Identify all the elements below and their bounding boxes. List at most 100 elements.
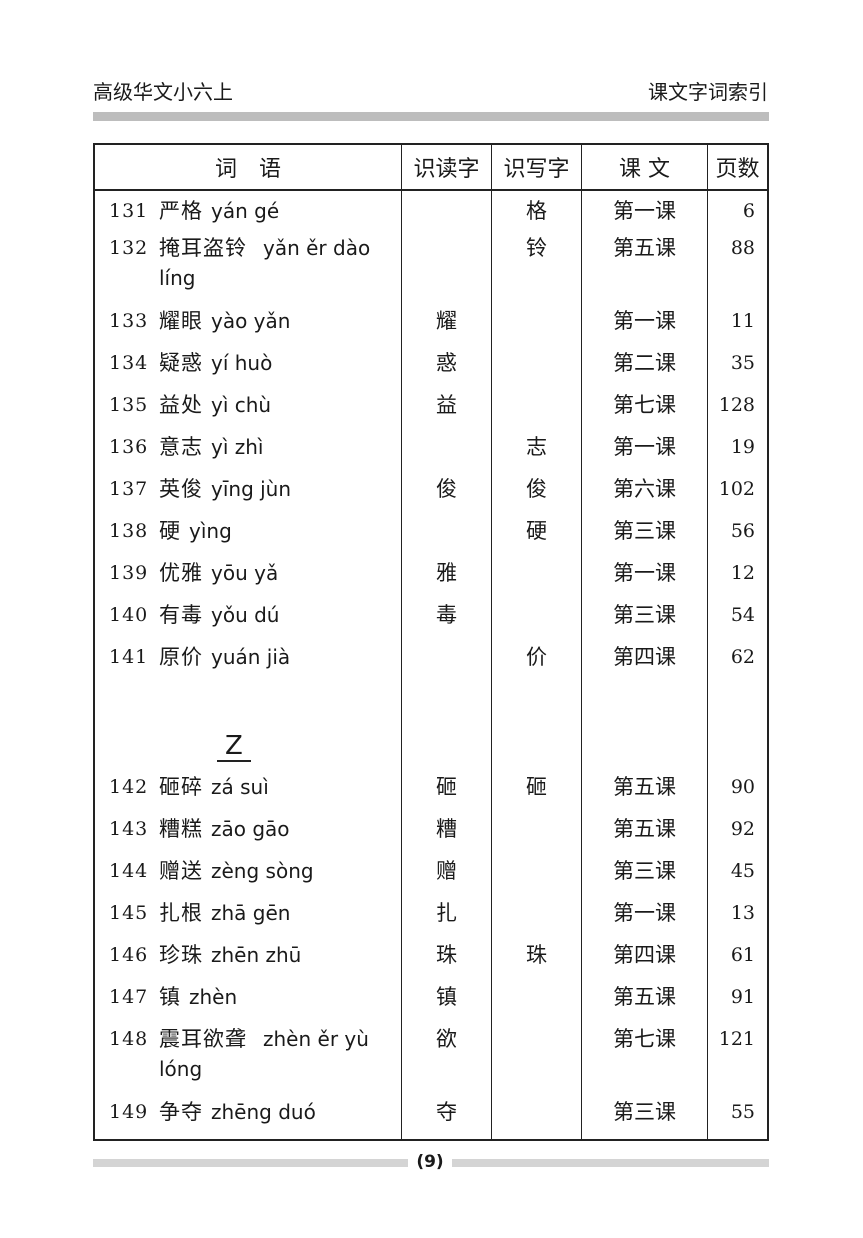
lesson-cell: 第五课 — [581, 814, 708, 856]
read-char-cell: 糟 — [401, 814, 492, 856]
entry-number: 141 — [109, 646, 149, 668]
pinyin: zá suì — [211, 775, 269, 799]
pinyin: zhēn zhū — [211, 943, 302, 967]
section-title: 课文字词索引 — [648, 80, 768, 104]
lesson-cell: 第一课 — [581, 432, 708, 474]
word-cell: 148 震耳欲聋 zhèn ěr yù lóng — [93, 1024, 402, 1097]
pinyin: yì chù — [211, 393, 272, 417]
pinyin: yì zhì — [211, 435, 264, 459]
page-cell: 128 — [707, 390, 769, 432]
read-char-cell: 赠 — [401, 856, 492, 898]
word-cell: 143 糟糕 zāo gāo — [93, 814, 402, 856]
entry-number: 148 — [109, 1028, 149, 1050]
table-row: 149 争夺 zhēng duó 夺 第三课 55 — [93, 1097, 769, 1140]
write-char-cell: 格 — [491, 190, 582, 233]
write-char-cell — [491, 814, 582, 856]
column-header-page: 页数 — [707, 143, 769, 191]
read-char-cell: 益 — [401, 390, 492, 432]
pinyin: yǒu dú — [211, 603, 280, 627]
table-row: 139 优雅 yōu yǎ 雅 第一课 12 — [93, 558, 769, 600]
word-cell: 132 掩耳盗铃 yǎn ěr dào líng — [93, 233, 402, 306]
write-char-cell: 砸 — [491, 772, 582, 814]
read-char-cell: 俊 — [401, 474, 492, 516]
word-cell: 147 镇 zhèn — [93, 982, 402, 1024]
write-char-cell — [491, 348, 582, 390]
page-cell: 56 — [707, 516, 769, 558]
pinyin: zhā gēn — [211, 901, 291, 925]
section-letter: Z — [217, 732, 251, 762]
spacer-row — [93, 684, 769, 728]
read-char-cell — [401, 642, 492, 684]
write-char-cell: 珠 — [491, 940, 582, 982]
table-row: 141 原价 yuán jià 价第四课 62 — [93, 642, 769, 684]
table-row: 134 疑惑 yí huò 惑 第二课 35 — [93, 348, 769, 390]
write-char-cell — [491, 982, 582, 1024]
table-row: 142 砸碎 zá suì 砸砸第五课 90 — [93, 772, 769, 814]
entry-number: 139 — [109, 562, 149, 584]
page-cell: 90 — [707, 772, 769, 814]
entry-number: 137 — [109, 478, 149, 500]
table-row: 145 扎根 zhā gēn 扎 第一课 13 — [93, 898, 769, 940]
entry-number: 146 — [109, 944, 149, 966]
read-char-cell: 珠 — [401, 940, 492, 982]
chinese-word: 争夺 — [159, 1100, 203, 1124]
word-cell: 140 有毒 yǒu dú — [93, 600, 402, 642]
word-cell: 135 益处 yì chù — [93, 390, 402, 432]
chinese-word: 糟糕 — [159, 817, 203, 841]
table-header-row: 词 语 识读字 识写字 课 文 页数 — [93, 143, 769, 191]
entry-number: 136 — [109, 436, 149, 458]
write-char-cell — [491, 558, 582, 600]
pinyin: zhēng duó — [211, 1100, 316, 1124]
column-header-read: 识读字 — [401, 143, 492, 191]
read-char-cell: 扎 — [401, 898, 492, 940]
table-row: 135 益处 yì chù 益 第七课 128 — [93, 390, 769, 432]
table-row: 148 震耳欲聋 zhèn ěr yù lóng 欲 第七课 121 — [93, 1024, 769, 1097]
entry-number: 144 — [109, 860, 149, 882]
pinyin: yào yǎn — [211, 309, 291, 333]
page-cell: 62 — [707, 642, 769, 684]
pinyin: zhèn ěr yù lóng — [159, 1027, 369, 1081]
chinese-word: 扎根 — [159, 901, 203, 925]
word-cell: 131 严格 yán gé — [93, 190, 402, 233]
section-letter-row: Z — [93, 728, 769, 772]
lesson-cell: 第三课 — [581, 600, 708, 642]
pinyin: yìng — [189, 519, 232, 543]
lesson-cell: 第一课 — [581, 190, 708, 233]
read-char-cell: 雅 — [401, 558, 492, 600]
page-cell: 11 — [707, 306, 769, 348]
lesson-cell: 第一课 — [581, 558, 708, 600]
lesson-cell: 第七课 — [581, 390, 708, 432]
lesson-cell: 第一课 — [581, 898, 708, 940]
pinyin: yán gé — [211, 199, 280, 223]
chinese-word: 原价 — [159, 645, 203, 669]
lesson-cell: 第四课 — [581, 642, 708, 684]
lesson-cell: 第四课 — [581, 940, 708, 982]
column-header-lesson: 课 文 — [581, 143, 708, 191]
word-cell: 139 优雅 yōu yǎ — [93, 558, 402, 600]
lesson-cell: 第七课 — [581, 1024, 708, 1097]
read-char-cell: 毒 — [401, 600, 492, 642]
header-divider — [93, 112, 769, 121]
lesson-cell: 第三课 — [581, 1097, 708, 1140]
word-cell: 142 砸碎 zá suì — [93, 772, 402, 814]
chinese-word: 疑惑 — [159, 351, 203, 375]
pinyin: zāo gāo — [211, 817, 290, 841]
chinese-word: 英俊 — [159, 477, 203, 501]
write-char-cell — [491, 1024, 582, 1097]
chinese-word: 严格 — [159, 199, 203, 223]
page-cell: 13 — [707, 898, 769, 940]
read-char-cell — [401, 233, 492, 306]
page-cell: 88 — [707, 233, 769, 306]
page-cell: 12 — [707, 558, 769, 600]
lesson-cell: 第三课 — [581, 516, 708, 558]
write-char-cell: 俊 — [491, 474, 582, 516]
entry-number: 135 — [109, 394, 149, 416]
pinyin: yǎn ěr dào líng — [159, 236, 371, 290]
entry-number: 140 — [109, 604, 149, 626]
word-cell: 137 英俊 yīng jùn — [93, 474, 402, 516]
entry-number: 132 — [109, 237, 149, 259]
entry-number: 142 — [109, 776, 149, 798]
lesson-cell: 第六课 — [581, 474, 708, 516]
lesson-cell: 第二课 — [581, 348, 708, 390]
read-char-cell — [401, 516, 492, 558]
